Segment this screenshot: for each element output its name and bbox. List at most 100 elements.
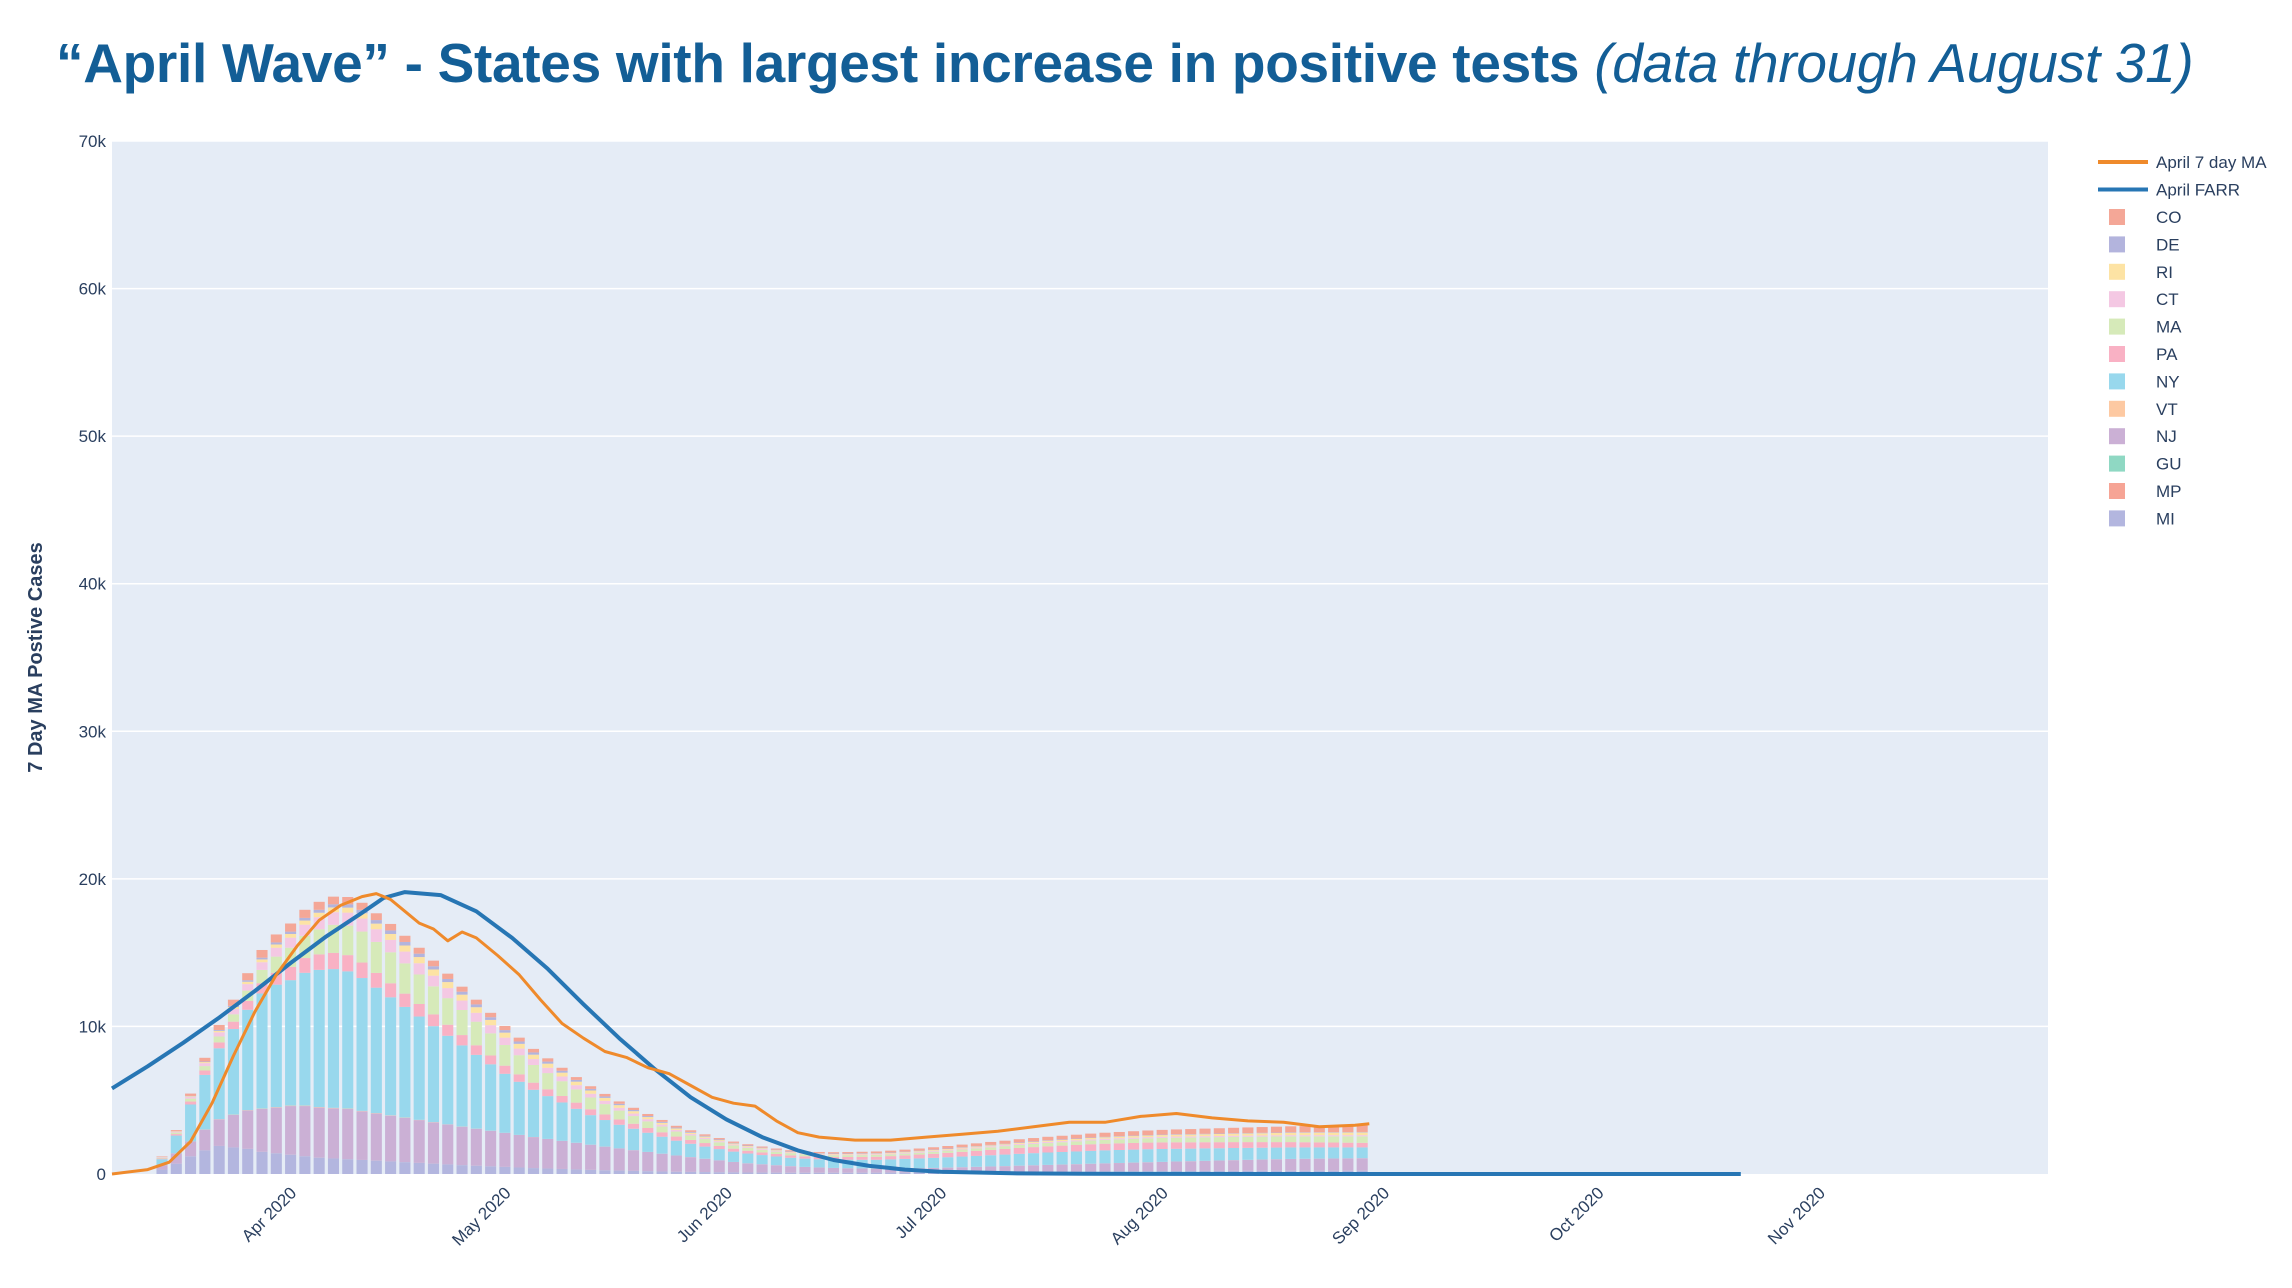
bar-segment-ri <box>1056 1139 1068 1142</box>
bar-segment-mi <box>170 1163 182 1174</box>
bar-segment-pa <box>299 958 311 973</box>
bar-segment-ri <box>1028 1141 1040 1143</box>
bar-segment-co <box>213 1024 225 1030</box>
bar-segment-co <box>685 1130 697 1132</box>
bar-segment-pa <box>656 1132 668 1137</box>
bar-segment-nj <box>556 1140 568 1169</box>
bar-segment-ct <box>213 1032 225 1037</box>
bar-segment-ri <box>1199 1134 1211 1137</box>
bar-segment-ct <box>1099 1138 1111 1140</box>
x-tick-label: Jul 2020 <box>891 1183 950 1242</box>
bar-segment-mi <box>570 1169 582 1174</box>
bar-segment-ct <box>899 1152 911 1154</box>
bar-segment-nj <box>427 1122 440 1164</box>
bar-segment-pa <box>413 1003 425 1017</box>
bar-segment-nj <box>727 1162 740 1173</box>
bar-segment-pa <box>899 1155 911 1159</box>
y-tick-label: 60k <box>79 280 107 299</box>
bar-segment-co <box>427 960 440 967</box>
legend-label[interactable]: MI <box>2156 509 2175 528</box>
bar-segment-ct <box>842 1154 854 1156</box>
legend-label[interactable]: PA <box>2156 345 2178 364</box>
bar-segment-ct <box>1013 1143 1025 1145</box>
bar-segment-nj <box>699 1158 711 1173</box>
bar-segment-co <box>299 909 311 918</box>
legend-label[interactable]: MP <box>2156 482 2182 501</box>
bar-segment-mi <box>699 1172 711 1174</box>
bar-segment-nj <box>1085 1163 1097 1172</box>
bar-segment-nj <box>1156 1161 1168 1172</box>
x-tick-label: Jun 2020 <box>673 1183 736 1246</box>
bar-segment-pa <box>1042 1146 1054 1153</box>
bar-segment-ct <box>970 1147 982 1149</box>
bar-segment-co <box>313 901 325 910</box>
bar-segment-ct <box>928 1150 940 1152</box>
chart-title-subtitle: (data through August 31) <box>1594 32 2194 94</box>
x-tick-label: Nov 2020 <box>1764 1183 1829 1248</box>
legend-label[interactable]: NY <box>2156 372 2180 391</box>
legend-label[interactable]: DE <box>2156 235 2180 254</box>
legend-swatch-nj <box>2109 428 2125 445</box>
bar-segment-ny <box>1099 1150 1111 1164</box>
bar-segment-ri <box>370 923 382 930</box>
legend-label[interactable]: RI <box>2156 263 2173 282</box>
bar-segment-nj <box>656 1153 668 1172</box>
bar-segment-ma <box>342 925 354 956</box>
y-tick-label: 40k <box>79 575 107 594</box>
bar-segment-mi <box>499 1166 511 1174</box>
bar-segment-co <box>956 1144 968 1148</box>
legend-label[interactable]: GU <box>2156 455 2182 474</box>
bar-segment-ri <box>285 933 297 938</box>
legend-label[interactable]: MA <box>2156 318 2182 337</box>
bar-segment-pa <box>670 1136 682 1141</box>
bar-segment-ny <box>1228 1148 1240 1161</box>
bar-segment-ct <box>370 929 382 942</box>
legend-label[interactable]: April FARR <box>2156 181 2240 200</box>
bar-segment-de <box>527 1052 540 1055</box>
bar-segment-mi <box>370 1160 382 1174</box>
bar-segment-co <box>1242 1127 1254 1134</box>
bar-segment-ny <box>599 1120 611 1147</box>
bar-segment-ma <box>1342 1136 1354 1143</box>
bar-segment-mi <box>313 1157 325 1174</box>
legend[interactable]: April 7 day MA April FARR CO DE RI CT MA PA NY VT… <box>2098 153 2267 528</box>
bar-segment-pa <box>1228 1142 1240 1149</box>
bar-segment-ct <box>827 1154 840 1156</box>
bar-segment-ri <box>485 1019 497 1026</box>
bar-segment-ct <box>642 1119 654 1122</box>
bar-segment-pa <box>442 1024 454 1036</box>
bar-segment-ct <box>399 951 411 964</box>
bar-segment-ma <box>756 1149 768 1153</box>
bar-segment-co <box>785 1150 797 1152</box>
bar-segment-nj <box>542 1138 554 1169</box>
bar-segment-mi <box>770 1172 782 1174</box>
bar-segment-mi <box>756 1172 768 1174</box>
bar-segment-nj <box>299 1106 311 1157</box>
bar-segment-co <box>699 1134 711 1136</box>
bar-segment-ma <box>1099 1139 1111 1144</box>
bar-segment-co <box>370 913 382 921</box>
bar-segment-pa <box>1213 1142 1225 1149</box>
bar-segment-ri <box>570 1081 582 1086</box>
bar-segment-ct <box>256 962 268 970</box>
bar-segment-ri <box>928 1150 940 1151</box>
bar-segment-pa <box>1156 1142 1168 1150</box>
bar-segment-nj <box>1028 1165 1040 1172</box>
legend-label[interactable]: CT <box>2156 290 2179 309</box>
legend-label[interactable]: VT <box>2156 400 2178 419</box>
bar-segment-pa <box>1013 1147 1025 1154</box>
bar-segment-co <box>1170 1129 1182 1135</box>
bar-segment-nj <box>599 1146 611 1171</box>
bar-segment-nj <box>256 1109 268 1152</box>
bar-segment-co <box>1113 1131 1125 1137</box>
bar-segment-ct <box>285 937 297 948</box>
bar-segment-ma <box>928 1151 940 1154</box>
bar-segment-pa <box>1099 1143 1111 1151</box>
legend-label[interactable]: April 7 day MA <box>2156 153 2267 172</box>
bar-segment-ma <box>413 974 425 1004</box>
legend-label[interactable]: CO <box>2156 208 2182 227</box>
bar-segment-ny <box>1185 1148 1197 1162</box>
bar-segment-ny <box>527 1089 540 1137</box>
legend-label[interactable]: NJ <box>2156 427 2177 446</box>
bar-segment-ny <box>1156 1149 1168 1162</box>
